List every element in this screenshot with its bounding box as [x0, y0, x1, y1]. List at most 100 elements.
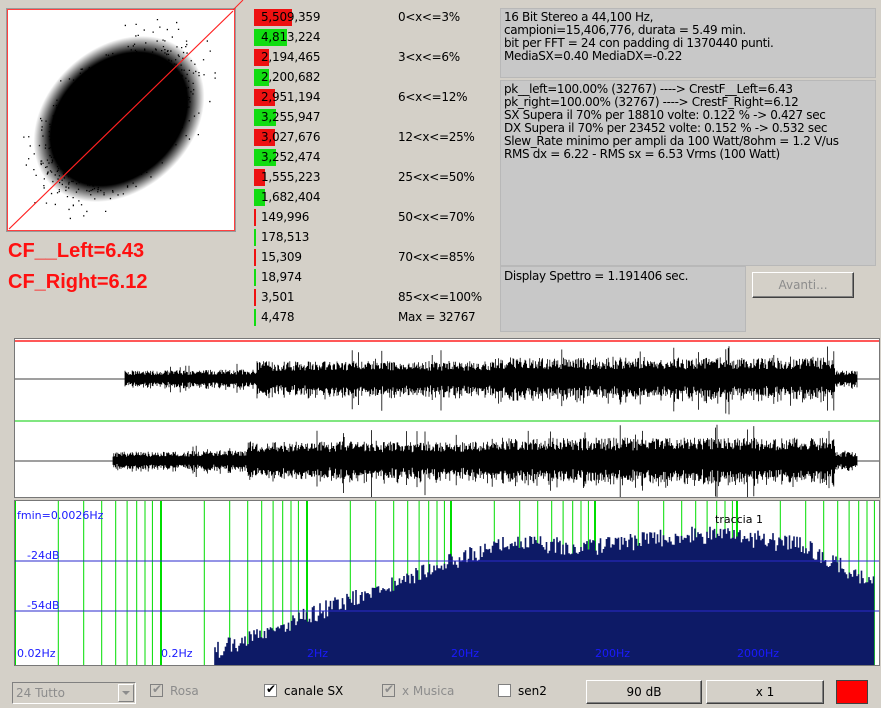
histogram-row: 5,509,359 0<x<=3% — [254, 8, 494, 26]
histogram-bar — [254, 129, 275, 146]
waveform-canvas — [15, 340, 879, 501]
rosa-label: Rosa — [170, 684, 199, 698]
histogram-bar — [254, 69, 269, 86]
freq-label-1: 0.2Hz — [161, 647, 193, 660]
histogram-count: 18,974 — [261, 270, 302, 284]
histogram-count: 2,200,682 — [261, 70, 321, 84]
waveform-panel — [14, 338, 880, 501]
spectrum-bars — [214, 526, 875, 665]
info-detail-line: SX Supera il 70% per 18810 volte: 0.122 … — [504, 108, 826, 122]
histogram-count: 1,682,404 — [261, 190, 321, 204]
color-swatch-button[interactable] — [836, 680, 868, 704]
histogram-row: 18,974 — [254, 268, 494, 286]
mode-select[interactable]: 24 Tutto — [12, 682, 136, 704]
track-label: traccia 1 — [715, 513, 763, 526]
histogram-count: 3,501 — [261, 290, 295, 304]
waveform-right-channel — [15, 424, 879, 501]
freq-label-3: 20Hz — [451, 647, 479, 660]
histogram-bar — [254, 189, 265, 206]
spectrum-panel: fmin=0.0026Hz traccia 1 -24dB -54dB 0.02… — [14, 500, 880, 666]
histogram-range-label: 6<x<=12% — [398, 90, 468, 104]
zoom-button[interactable]: x 1 — [706, 680, 824, 704]
mode-select-value: 24 Tutto — [16, 686, 65, 700]
info-header-line: 16 Bit Stereo a 44,100 Hz, — [504, 10, 654, 24]
histogram-range-label: 3<x<=6% — [398, 50, 460, 64]
info-detail-line: Slew_Rate minimo per ampli da 100 Watt/8… — [504, 134, 839, 148]
histogram-range-label: 85<x<=100% — [398, 290, 482, 304]
histogram-bar — [254, 289, 256, 306]
histogram-row: 4,813,224 — [254, 28, 494, 46]
info-detail-line: pk__left=100.00% (32767) ----> CrestF__L… — [504, 82, 793, 96]
db-range-button[interactable]: 90 dB — [586, 680, 702, 704]
scatter-corner-line — [232, 0, 244, 11]
histogram-row: 3,501 85<x<=100% — [254, 288, 494, 306]
stereo-scatter-plot — [6, 8, 236, 232]
histogram-count: 15,309 — [261, 250, 302, 264]
histogram-count: 3,252,474 — [261, 150, 321, 164]
histogram-range-label: 70<x<=85% — [398, 250, 475, 264]
crest-factor-left: CF__Left=6.43 — [8, 240, 145, 262]
histogram-row: 2,200,682 — [254, 68, 494, 86]
histogram-count: 4,478 — [261, 310, 295, 324]
sen2-checkbox[interactable] — [498, 684, 511, 697]
histogram-row: 3,252,474 — [254, 148, 494, 166]
info-panel-header: 16 Bit Stereo a 44,100 Hz, campioni=15,40… — [500, 8, 876, 78]
avanti-button[interactable]: Avanti... — [752, 272, 854, 298]
histogram-count: 1,555,223 — [261, 170, 321, 184]
info-detail-line: RMS dx = 6.22 - RMS sx = 6.53 Vrms (100 … — [504, 147, 780, 161]
histogram-range-label: 50<x<=70% — [398, 210, 475, 224]
histogram-row: 1,682,404 — [254, 188, 494, 206]
x-musica-label: x Musica — [402, 684, 455, 698]
chevron-down-icon[interactable] — [118, 684, 134, 702]
x-musica-checkbox[interactable]: ✔ — [382, 682, 395, 697]
histogram-count: 2,194,465 — [261, 50, 321, 64]
histogram-range-label: 12<x<=25% — [398, 130, 475, 144]
freq-label-2: 2Hz — [307, 647, 328, 660]
histogram-range-label: Max = 32767 — [398, 310, 476, 324]
fmin-label: fmin=0.0026Hz — [17, 509, 104, 522]
histogram-bar — [254, 149, 276, 166]
info-detail-line: DX Supera il 70% per 23452 volte: 0.152 … — [504, 121, 828, 135]
histogram-row: 178,513 — [254, 228, 494, 246]
histogram-bar — [254, 89, 275, 106]
histogram-row: 4,478 Max = 32767 — [254, 308, 494, 326]
histogram-bar — [254, 249, 256, 266]
scatter-cloud — [33, 35, 205, 203]
info-header-line: campioni=15,406,776, durata = 5.49 min. — [504, 23, 746, 37]
waveform-left-channel — [15, 346, 879, 415]
canale-sx-checkbox[interactable]: ✔ — [264, 682, 277, 697]
display-spettro-panel: Display Spettro = 1.191406 sec. — [500, 266, 746, 332]
freq-label-4: 200Hz — [595, 647, 630, 660]
histogram-range-label: 0<x<=3% — [398, 10, 460, 24]
rosa-checkbox[interactable]: ✔ — [150, 682, 163, 697]
histogram-bar — [254, 169, 265, 186]
histogram-row: 1,555,223 25<x<=50% — [254, 168, 494, 186]
info-header-line: bit per FFT = 24 con padding di 1370440 … — [504, 36, 774, 50]
sen2-label: sen2 — [518, 684, 547, 698]
info-detail-line: pk_right=100.00% (32767) ----> CrestF_Ri… — [504, 95, 799, 109]
info-panel-details: pk__left=100.00% (32767) ----> CrestF__L… — [500, 80, 876, 266]
scatter-frame — [7, 9, 235, 231]
histogram-bar — [254, 49, 269, 66]
histogram-count: 5,509,359 — [261, 10, 321, 24]
histogram-row: 2,194,465 3<x<=6% — [254, 48, 494, 66]
display-spettro-text: Display Spettro = 1.191406 sec. — [504, 269, 689, 283]
diagonal-reference-line — [8, 10, 234, 230]
histogram-count: 4,813,224 — [261, 30, 321, 44]
spectrum-canvas: fmin=0.0026Hz traccia 1 -24dB -54dB 0.02… — [14, 501, 879, 665]
freq-label-5: 2000Hz — [737, 647, 779, 660]
histogram-bar — [254, 9, 292, 26]
histogram-count: 178,513 — [261, 230, 310, 244]
histogram-range-label: 25<x<=50% — [398, 170, 475, 184]
histogram-count: 149,996 — [261, 210, 310, 224]
freq-label-0: 0.02Hz — [17, 647, 56, 660]
scatter-canvas — [7, 9, 235, 231]
histogram-count: 2,951,194 — [261, 90, 321, 104]
histogram-row: 3,027,676 12<x<=25% — [254, 128, 494, 146]
histogram-bar — [254, 109, 276, 126]
histogram-bar — [254, 269, 256, 286]
histogram-count: 3,255,947 — [261, 110, 321, 124]
histogram-row: 15,309 70<x<=85% — [254, 248, 494, 266]
histogram-row: 3,255,947 — [254, 108, 494, 126]
crest-factor-right: CF_Right=6.12 — [8, 271, 148, 293]
